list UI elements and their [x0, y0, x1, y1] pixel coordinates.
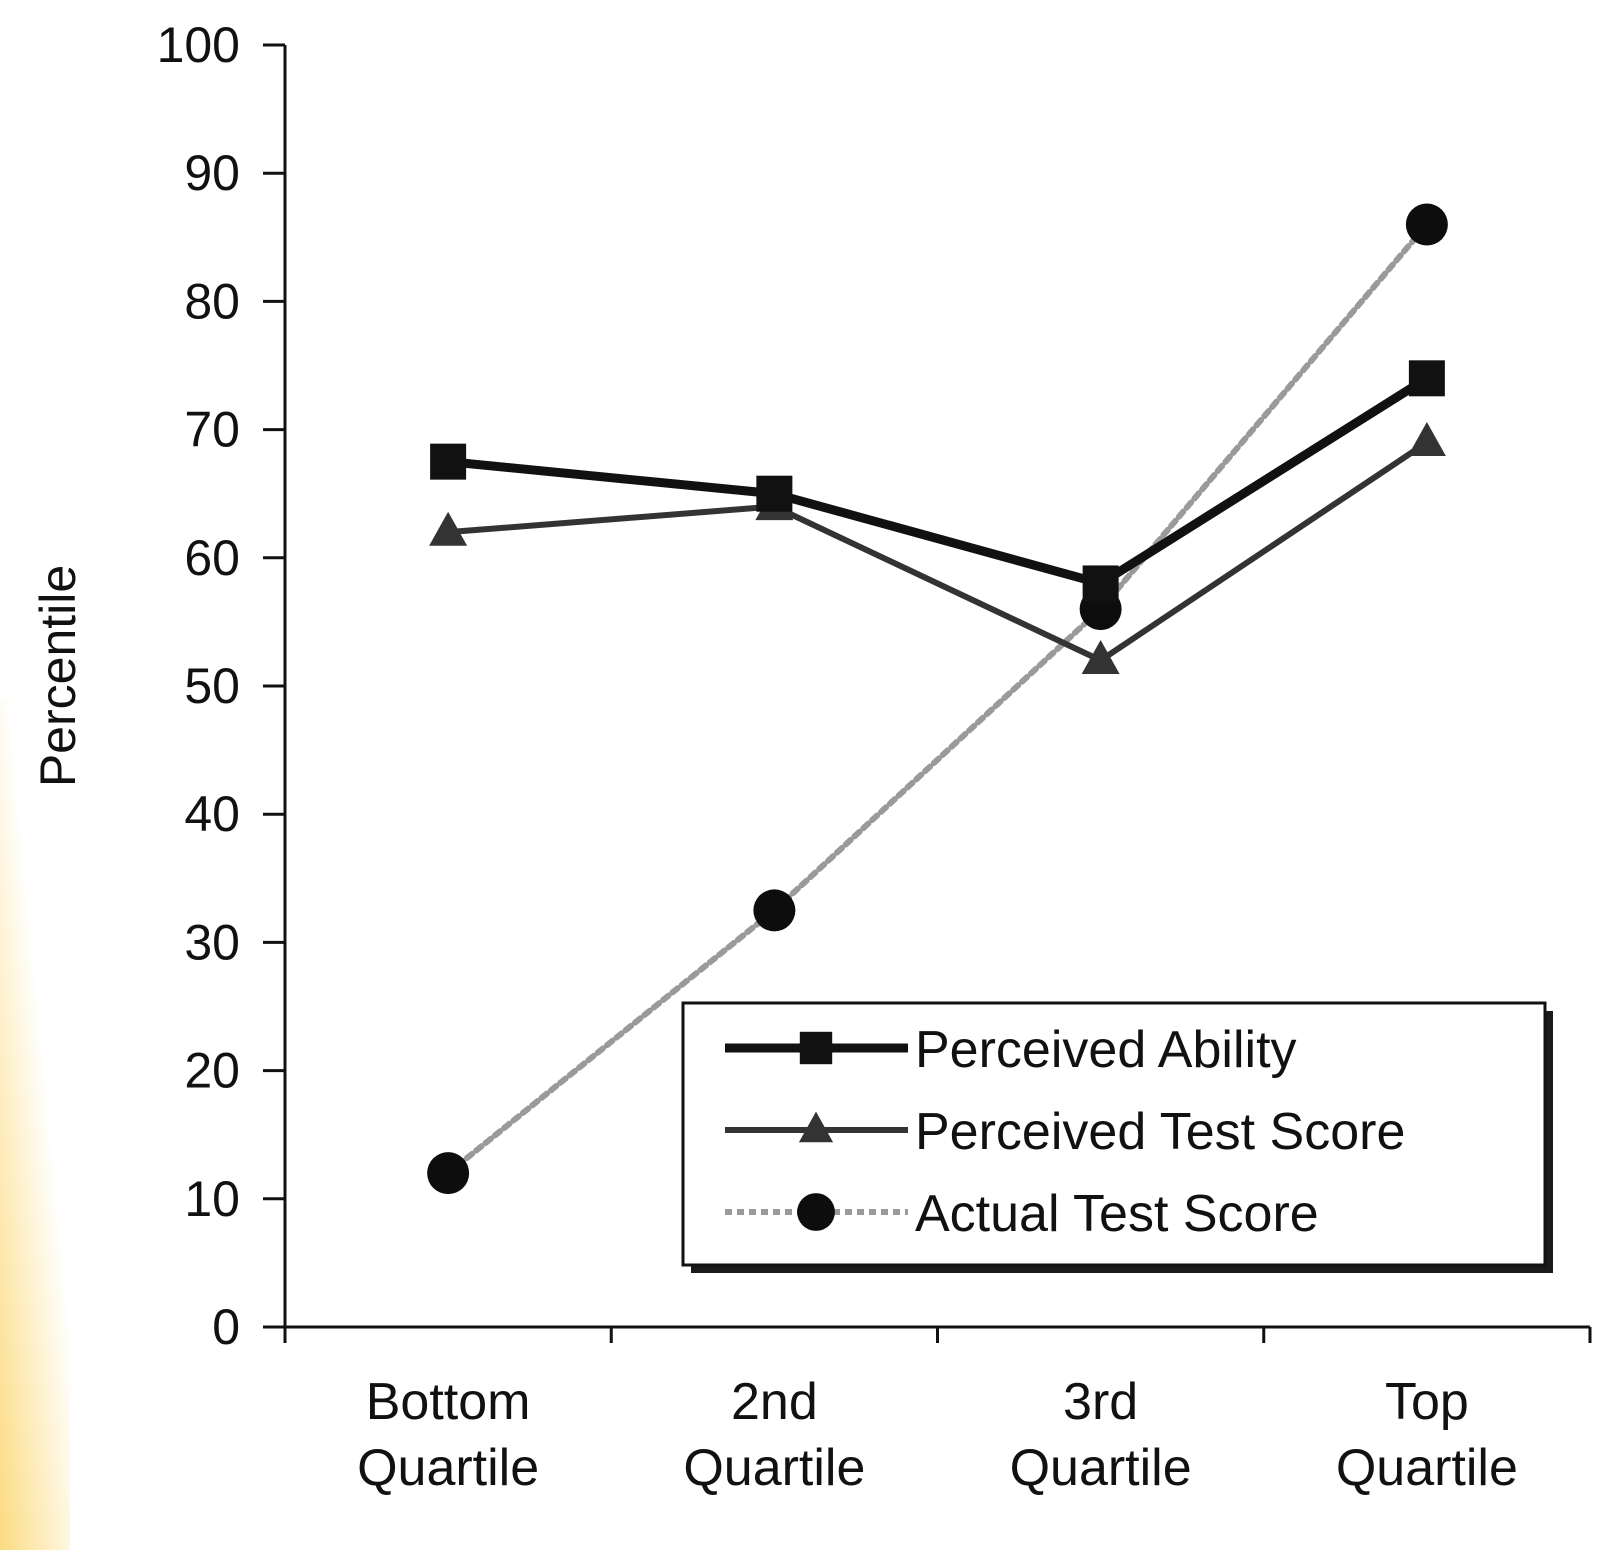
series-line-square [443, 373, 1432, 588]
axes: 0 10 20 30 40 50 60 70 80 90 100 Bottom Quartile 2nd Q… [30, 17, 1592, 1497]
y-tick-label: 10 [184, 1171, 240, 1227]
data-point-circle [753, 889, 796, 932]
legend-marker-circle [797, 1193, 835, 1231]
data-point-circle [427, 1152, 470, 1195]
data-point-square [756, 475, 793, 512]
x-tick-label-line: Quartile [1010, 1439, 1192, 1497]
legend: Perceived Ability Perceived Test Score Act… [681, 1001, 1553, 1273]
x-tick-label-line: 2nd [731, 1373, 818, 1431]
x-tick-label-line: Quartile [357, 1439, 539, 1497]
y-tick-label: 60 [184, 530, 240, 586]
x-tick-label-line: Bottom [366, 1373, 531, 1431]
legend-marker-square [799, 1031, 833, 1065]
y-tick-label: 80 [184, 273, 240, 329]
x-tick-label: Bottom Quartile [357, 1373, 539, 1497]
x-tick-label-line: Quartile [683, 1439, 865, 1497]
x-tick-label-line: Top [1385, 1373, 1469, 1431]
y-tick-label: 70 [184, 402, 240, 458]
series-line-triangle [445, 439, 1430, 664]
data-point-triangle [1081, 639, 1120, 674]
legend-label: Perceived Test Score [915, 1103, 1405, 1161]
data-point-square [1082, 565, 1119, 602]
y-tick-label: 50 [184, 658, 240, 714]
data-point-triangle [429, 511, 468, 546]
y-tick-label: 20 [184, 1043, 240, 1099]
series-line-circle [445, 221, 1430, 1177]
data-point-square [1408, 360, 1445, 397]
y-tick-label: 90 [184, 145, 240, 201]
x-tick-label-line: Quartile [1336, 1439, 1518, 1497]
x-tick-label-line: 3rd [1063, 1373, 1138, 1431]
data-point-circle [1405, 203, 1448, 246]
x-tick-label: 2nd Quartile [683, 1373, 865, 1497]
legend-label: Perceived Ability [915, 1021, 1297, 1079]
y-tick-label: 40 [184, 786, 240, 842]
data-point-square [430, 443, 467, 480]
background-glow [0, 700, 70, 1550]
x-tick-label: 3rd Quartile [1010, 1373, 1192, 1497]
y-axis-label: Percentile [30, 565, 86, 787]
y-tick-label: 30 [184, 914, 240, 970]
y-tick-label: 0 [212, 1299, 240, 1355]
series-group [427, 203, 1448, 1195]
y-tick-label: 100 [157, 17, 240, 73]
data-point-triangle [1407, 422, 1446, 457]
legend-marker-triangle [798, 1111, 834, 1143]
x-tick-label: Top Quartile [1336, 1373, 1518, 1497]
legend-label: Actual Test Score [915, 1185, 1319, 1243]
